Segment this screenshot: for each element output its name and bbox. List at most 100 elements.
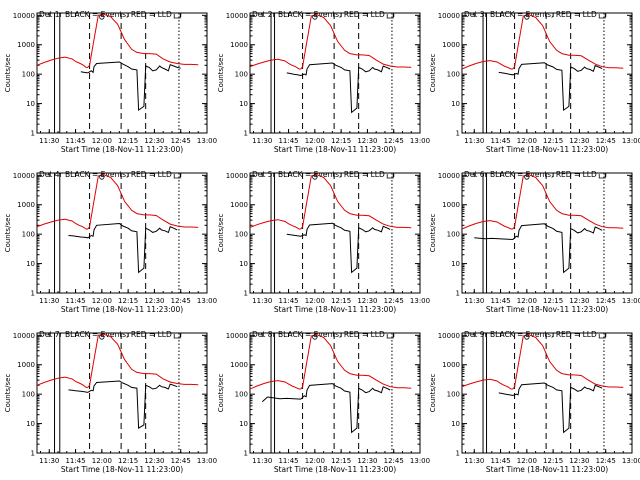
x-tick-label: 11:45 (65, 457, 85, 465)
y-tick-label: 1 (244, 450, 248, 458)
x-tick-label: 12:30 (357, 457, 377, 465)
x-axis-label: Start Time (18-Nov-11 11:23:00) (61, 465, 183, 474)
top-circle-marker (99, 334, 105, 340)
plot-frame (36, 172, 208, 294)
y-axis-label: Counts/sec (4, 374, 12, 413)
plot-frame (36, 12, 208, 134)
y-tick-label: 100 (22, 71, 35, 79)
chart-title: Det 2r BLACK = Events, RED = LLD (252, 10, 385, 19)
top-bracket-marker (386, 14, 394, 19)
x-axis-label: Start Time (18-Nov-11 11:23:00) (486, 145, 608, 154)
y-tick-label: 10 (239, 260, 248, 268)
x-tick-label: 12:00 (517, 297, 537, 305)
y-tick-label: 1 (456, 130, 460, 138)
top-circle-marker (312, 14, 318, 20)
top-circle-marker (312, 174, 318, 180)
chart-title: Det 3r BLACK = Events, RED = LLD (464, 10, 597, 19)
lld-series-line (250, 334, 412, 390)
top-bracket-marker (598, 174, 606, 179)
x-tick-label: 11:30 (252, 137, 272, 145)
x-tick-label: 12:00 (92, 297, 112, 305)
x-tick-label: 12:15 (543, 457, 563, 465)
x-tick-label: 11:45 (490, 297, 510, 305)
x-tick-label: 12:30 (569, 457, 589, 465)
y-tick-label: 1000 (442, 201, 460, 209)
y-axis-label: Counts/sec (217, 54, 225, 93)
y-tick-label: 10 (451, 420, 460, 428)
top-bracket-marker (598, 14, 606, 19)
y-tick-label: 1000 (442, 361, 460, 369)
x-tick-label: 11:45 (65, 297, 85, 305)
x-axis-label: Start Time (18-Nov-11 11:23:00) (61, 305, 183, 314)
plot-frame (249, 12, 421, 134)
chart-title: Det 6r BLACK = Events, RED = LLD (464, 170, 597, 179)
top-circle-marker (312, 334, 318, 340)
chart-panel-6: 11:30 11:45 12:00 12:15 12:30 12:45 13:00 1 10 10… (429, 170, 640, 314)
x-tick-label: 12:00 (92, 137, 112, 145)
series-group (37, 13, 199, 112)
x-tick-label: 12:15 (331, 137, 351, 145)
y-tick-label: 1000 (230, 41, 248, 49)
x-tick-label: 12:45 (171, 137, 191, 145)
x-tick-label: 12:45 (171, 457, 191, 465)
x-tick-label: 13:00 (410, 297, 430, 305)
y-tick-label: 1 (31, 290, 35, 298)
series-group (250, 174, 412, 274)
series-group (250, 334, 412, 434)
y-tick-label: 10000 (13, 332, 35, 340)
y-tick-label: 1000 (17, 361, 35, 369)
x-tick-label: 12:15 (331, 297, 351, 305)
x-tick-label: 12:30 (357, 297, 377, 305)
lld-series-line (462, 14, 624, 70)
y-tick-label: 100 (22, 231, 35, 239)
x-axis-label: Start Time (18-Nov-11 11:23:00) (486, 465, 608, 474)
x-tick-label: 13:00 (410, 137, 430, 145)
x-tick-label: 11:45 (278, 137, 298, 145)
y-axis-label: Counts/sec (429, 54, 437, 93)
y-tick-label: 100 (235, 71, 248, 79)
events-series-line (498, 62, 603, 112)
x-tick-label: 12:30 (357, 137, 377, 145)
events-series-line (80, 61, 181, 112)
chart-title: Det 9r BLACK = Events, RED = LLD (464, 330, 597, 339)
y-axis-label: Counts/sec (429, 374, 437, 413)
x-tick-label: 11:30 (252, 457, 272, 465)
top-bracket-marker (386, 334, 394, 339)
lld-series-line (37, 174, 199, 230)
top-circle-marker (524, 174, 530, 180)
chart-panel-8: 11:30 11:45 12:00 12:15 12:30 12:45 13:00 1 10 10… (217, 330, 430, 474)
chart-panel-5: 11:30 11:45 12:00 12:15 12:30 12:45 13:00 1 10 10… (217, 170, 430, 314)
y-axis-label: Counts/sec (4, 214, 12, 253)
y-tick-label: 10000 (13, 172, 35, 180)
x-tick-label: 12:00 (305, 297, 325, 305)
events-series-line (498, 382, 603, 434)
x-tick-label: 11:30 (252, 297, 272, 305)
top-bracket-marker (173, 334, 181, 339)
y-tick-label: 1000 (442, 41, 460, 49)
x-tick-label: 11:30 (464, 297, 484, 305)
x-tick-label: 13:00 (622, 297, 640, 305)
chart-panel-1: 11:30 11:45 12:00 12:15 12:30 12:45 13:00 1 10 10… (4, 10, 217, 154)
chart-panel-3: 11:30 11:45 12:00 12:15 12:30 12:45 13:00 1 10 10… (429, 10, 640, 154)
y-tick-label: 1000 (17, 41, 35, 49)
y-tick-label: 10 (239, 420, 248, 428)
events-series-line (68, 222, 178, 274)
x-tick-label: 12:00 (517, 137, 537, 145)
chart-title: Det 8r BLACK = Events, RED = LLD (252, 330, 385, 339)
x-tick-label: 12:15 (543, 297, 563, 305)
x-tick-label: 12:45 (384, 457, 404, 465)
lld-series-line (37, 13, 199, 68)
y-tick-label: 1 (244, 290, 248, 298)
y-tick-label: 10000 (226, 172, 248, 180)
x-tick-label: 12:15 (118, 297, 138, 305)
y-tick-label: 100 (447, 71, 460, 79)
chart-title: Det 4r BLACK = Events, RED = LLD (39, 170, 172, 179)
x-tick-label: 12:00 (305, 457, 325, 465)
x-tick-label: 12:15 (331, 457, 351, 465)
chart-panel-4: 11:30 11:45 12:00 12:15 12:30 12:45 13:00 1 10 10… (4, 170, 217, 314)
y-tick-label: 10 (451, 100, 460, 108)
series-group (250, 14, 412, 114)
plot-frame (249, 172, 421, 294)
y-tick-label: 10 (26, 420, 35, 428)
x-tick-label: 11:30 (464, 137, 484, 145)
